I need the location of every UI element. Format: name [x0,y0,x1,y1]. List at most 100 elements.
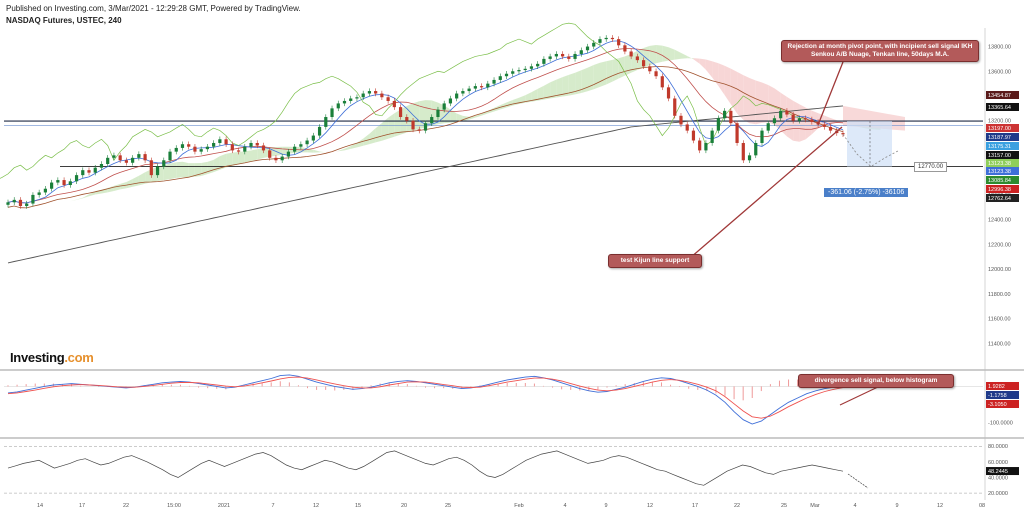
candle-body [50,182,54,189]
time-tick-label: 14 [37,503,43,509]
investing-logo[interactable]: Investing.com [10,350,94,365]
candle-body [430,117,434,124]
ichimoku-cloud-segment [107,185,114,193]
candle-body [299,144,303,147]
price-level-label: 12762.64 [988,196,1011,202]
candle-body [585,46,590,51]
candle-body [124,160,128,163]
price-level-badge [986,133,1019,141]
candle-body [598,39,602,43]
logo-suffix: .com [64,350,94,365]
candle-body [155,166,160,176]
ichimoku-cloud-segment [475,113,482,118]
candle-body [479,86,484,88]
annotation-arrow [839,385,881,406]
candle-body [255,142,259,146]
ichimoku-cloud-segment [737,71,744,120]
ichimoku-cloud-segment [593,62,600,90]
candle-body [442,103,446,110]
time-tick-label: 15:00 [167,503,181,509]
candle-body [766,123,770,131]
kijun-line [7,48,844,204]
ichimoku-cloud-segment [344,146,351,151]
ichimoku-cloud-segment [319,151,326,153]
candle-body [199,149,203,152]
ichimoku-cloud-segment [369,128,376,145]
ichimoku-cloud-segment [313,149,320,153]
candle-body [361,93,365,98]
candle-body [261,145,266,151]
time-tick-label: 12 [313,503,319,509]
candle-body [735,123,739,143]
candle-body [666,87,671,99]
ichimoku-cloud-segment [805,107,812,140]
ichimoku-cloud-segment [82,194,89,199]
ichimoku-cloud-segment [257,147,264,160]
time-tick-label: 9 [604,503,607,509]
ichimoku-cloud-segment [525,92,532,103]
ichimoku-cloud-segment [743,75,750,124]
candle-body [280,156,284,161]
ichimoku-cloud-segment [718,63,725,95]
candle-body [760,130,764,143]
measure-zone [847,121,892,167]
price-level-badge [986,151,1019,159]
ichimoku-cloud-segment [232,152,239,166]
price-level-badge [986,91,1019,99]
ichimoku-cloud-segment [332,150,339,153]
ichimoku-cloud-segment [450,109,457,123]
candle-body [741,142,745,161]
price-level-badge [986,194,1019,202]
candle-body [62,180,66,186]
candle-body [579,50,583,54]
candle-body [6,202,10,205]
price-tick-label: 12400.00 [988,218,1011,224]
candle-body [716,118,720,131]
time-tick-label: 25 [445,503,451,509]
ichimoku-cloud-segment [543,82,551,100]
price-tick-label: 13200.00 [988,119,1011,125]
candle-body [685,124,689,131]
price-level-label: 13123.38 [988,161,1011,167]
candle-body [629,51,633,57]
ichimoku-cloud-segment [649,45,657,66]
candle-body [455,93,459,99]
logo-text: Investing [10,350,65,365]
price-level-label: 13175.31 [988,144,1011,150]
candle-body [205,146,210,150]
published-note: Published on Investing.com, 3/Mar/2021 -… [6,4,301,13]
rsi-trend-arrow [847,473,869,489]
ichimoku-cloud-segment [64,201,71,203]
ichimoku-cloud-segment [170,162,177,180]
ichimoku-cloud-segment [182,161,189,178]
ichimoku-cloud-segment [556,77,563,98]
candle-body [536,63,540,67]
candle-body [25,203,29,207]
projection-path [842,134,900,167]
ichimoku-cloud-segment [76,197,83,200]
candle-body [398,107,403,118]
ichimoku-cloud-segment [226,152,233,168]
candle-body [710,130,714,143]
ichimoku-cloud-segment [674,49,681,60]
annotation-divergence[interactable]: divergence sell signal, below histogram [798,374,954,388]
candle-body [99,164,104,168]
candle-body [641,60,646,67]
candle-body [131,157,135,163]
rsi-tick-label: 60.0000 [988,460,1008,466]
annotation-rejection[interactable]: Rejection at month pivot point, with inc… [781,40,979,62]
annotation-arrow [817,61,844,126]
macd-level-label: 1.9282 [988,384,1005,390]
candle-body [754,142,758,156]
ichimoku-cloud-segment [388,113,395,139]
time-tick-label: 4 [853,503,856,509]
candle-body [168,151,172,161]
candle-body [118,155,122,161]
annotation-arrow [689,126,843,259]
annotation-kijun-support[interactable]: test Kijun line support [608,254,702,268]
ichimoku-cloud-segment [662,45,669,62]
rsi-level-badge [986,467,1019,476]
candle-body [392,100,396,108]
ichimoku-cloud-segment [138,172,146,186]
